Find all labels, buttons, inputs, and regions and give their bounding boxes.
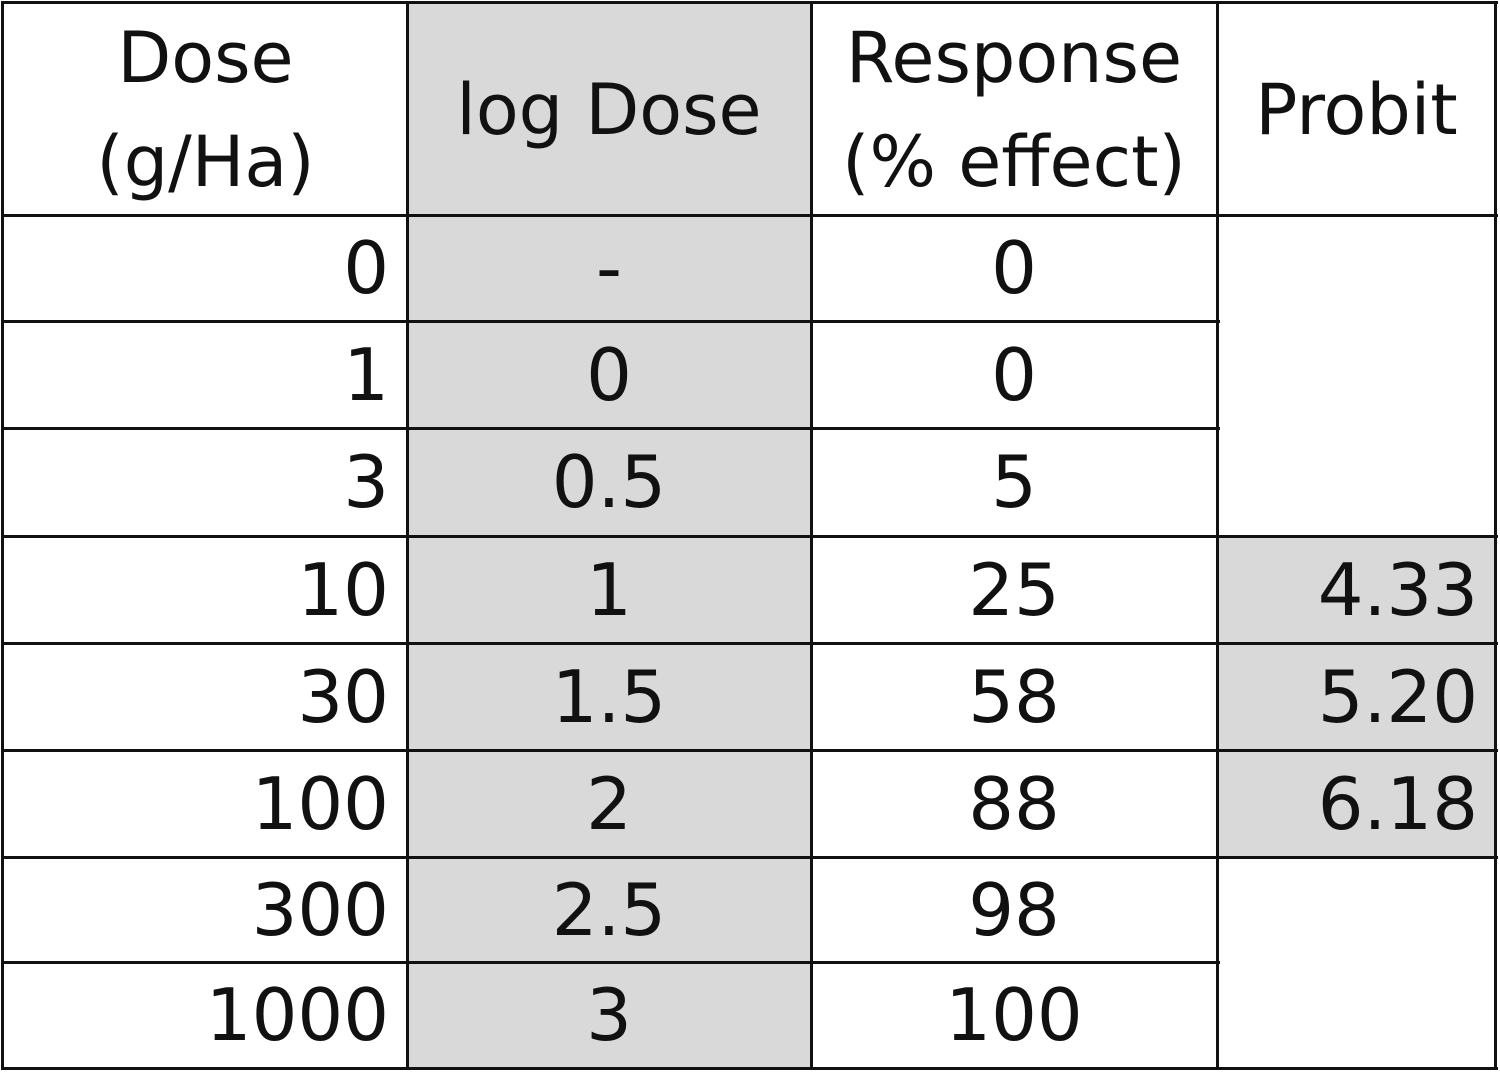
cell-response-row-8: 100 xyxy=(945,973,1083,1057)
row-divider-3 xyxy=(2,535,1498,538)
cell-response-row-2: 0 xyxy=(991,332,1037,417)
table-border-top xyxy=(2,1,1498,4)
cell-probit-row-5: 5.20 xyxy=(1217,643,1496,750)
cell-response-row-3: 5 xyxy=(991,440,1037,524)
row-divider-5 xyxy=(2,749,1498,752)
table-border-bottom xyxy=(2,1067,1498,1070)
cell-log-dose-row-8: 3 xyxy=(407,962,811,1068)
cell-dose-row-8: 1000 xyxy=(205,973,389,1057)
cell-dose-row-3: 3 xyxy=(343,440,389,524)
cell-probit-row-4: 4.33 xyxy=(1217,536,1496,643)
cell-dose-row-2: 1 xyxy=(343,332,389,417)
cell-dose-row-5: 30 xyxy=(297,654,389,739)
cell-response-row-1: 0 xyxy=(991,226,1037,310)
cell-response-row-6: 88 xyxy=(968,761,1060,846)
cell-log-dose-row-4: 1 xyxy=(407,536,811,643)
cell-dose-row-7: 300 xyxy=(251,867,389,952)
cell-log-dose-row-2: 0 xyxy=(407,321,811,428)
cell-dose-row-1: 0 xyxy=(343,226,389,310)
cell-log-dose-row-1: - xyxy=(407,215,811,321)
header-response: Response (% effect) xyxy=(842,16,1186,203)
cell-log-dose-row-7: 2.5 xyxy=(407,857,811,962)
header-probit: Probit xyxy=(1255,68,1458,151)
cell-log-dose-row-5: 1.5 xyxy=(407,643,811,750)
row-divider-header xyxy=(2,214,1498,217)
cell-dose-row-4: 10 xyxy=(297,547,389,632)
cell-log-dose-row-6: 2 xyxy=(407,750,811,857)
cell-probit-empty-top xyxy=(1217,215,1496,536)
row-divider-2 xyxy=(2,427,1220,430)
cell-log-dose-row-3: 0.5 xyxy=(407,428,811,536)
row-divider-6 xyxy=(2,856,1498,859)
cell-response-row-7: 98 xyxy=(968,867,1060,952)
row-divider-1 xyxy=(2,320,1220,323)
cell-probit-empty-bottom xyxy=(1217,857,1496,1068)
header-log-dose: log Dose xyxy=(407,4,811,215)
cell-dose-row-6: 100 xyxy=(251,761,389,846)
cell-probit-row-6: 6.18 xyxy=(1217,750,1496,857)
header-dose: Dose (g/Ha) xyxy=(96,16,315,203)
cell-response-row-4: 25 xyxy=(968,547,1060,632)
row-divider-7 xyxy=(2,961,1220,964)
row-divider-4 xyxy=(2,642,1498,645)
cell-response-row-5: 58 xyxy=(968,654,1060,739)
